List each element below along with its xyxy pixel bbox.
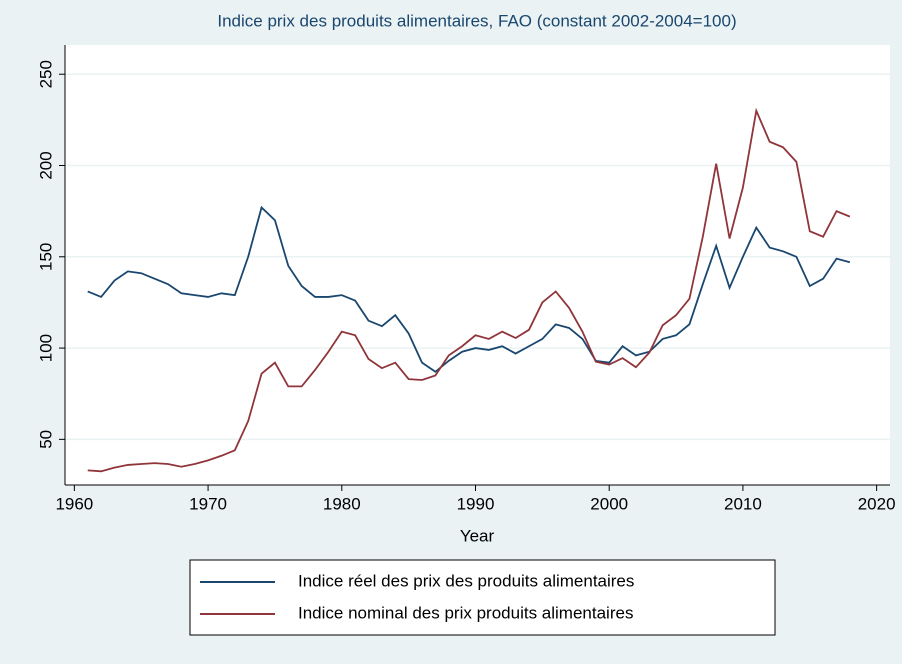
legend-label: Indice réel des prix des produits alimen… (298, 571, 634, 590)
y-tick-label: 250 (36, 60, 55, 88)
x-tick-label: 1960 (55, 494, 93, 513)
plot-area (65, 45, 890, 485)
chart-title: Indice prix des produits alimentaires, F… (217, 11, 736, 30)
y-tick-label: 100 (36, 334, 55, 362)
x-axis-label: Year (460, 526, 495, 545)
line-series (87, 107, 851, 473)
x-tick-label: 1990 (457, 494, 495, 513)
x-tick-label: 1980 (323, 494, 361, 513)
legend-label: Indice nominal des prix produits aliment… (298, 603, 633, 622)
x-tick-label: 2020 (858, 494, 896, 513)
x-tick-label: 2000 (590, 494, 628, 513)
x-tick-label: 2010 (724, 494, 762, 513)
x-tick-label: 1970 (189, 494, 227, 513)
line-series (87, 205, 851, 373)
y-tick-label: 50 (36, 430, 55, 449)
y-tick-label: 150 (36, 243, 55, 271)
y-tick-label: 200 (36, 151, 55, 179)
legend-box (189, 559, 776, 636)
